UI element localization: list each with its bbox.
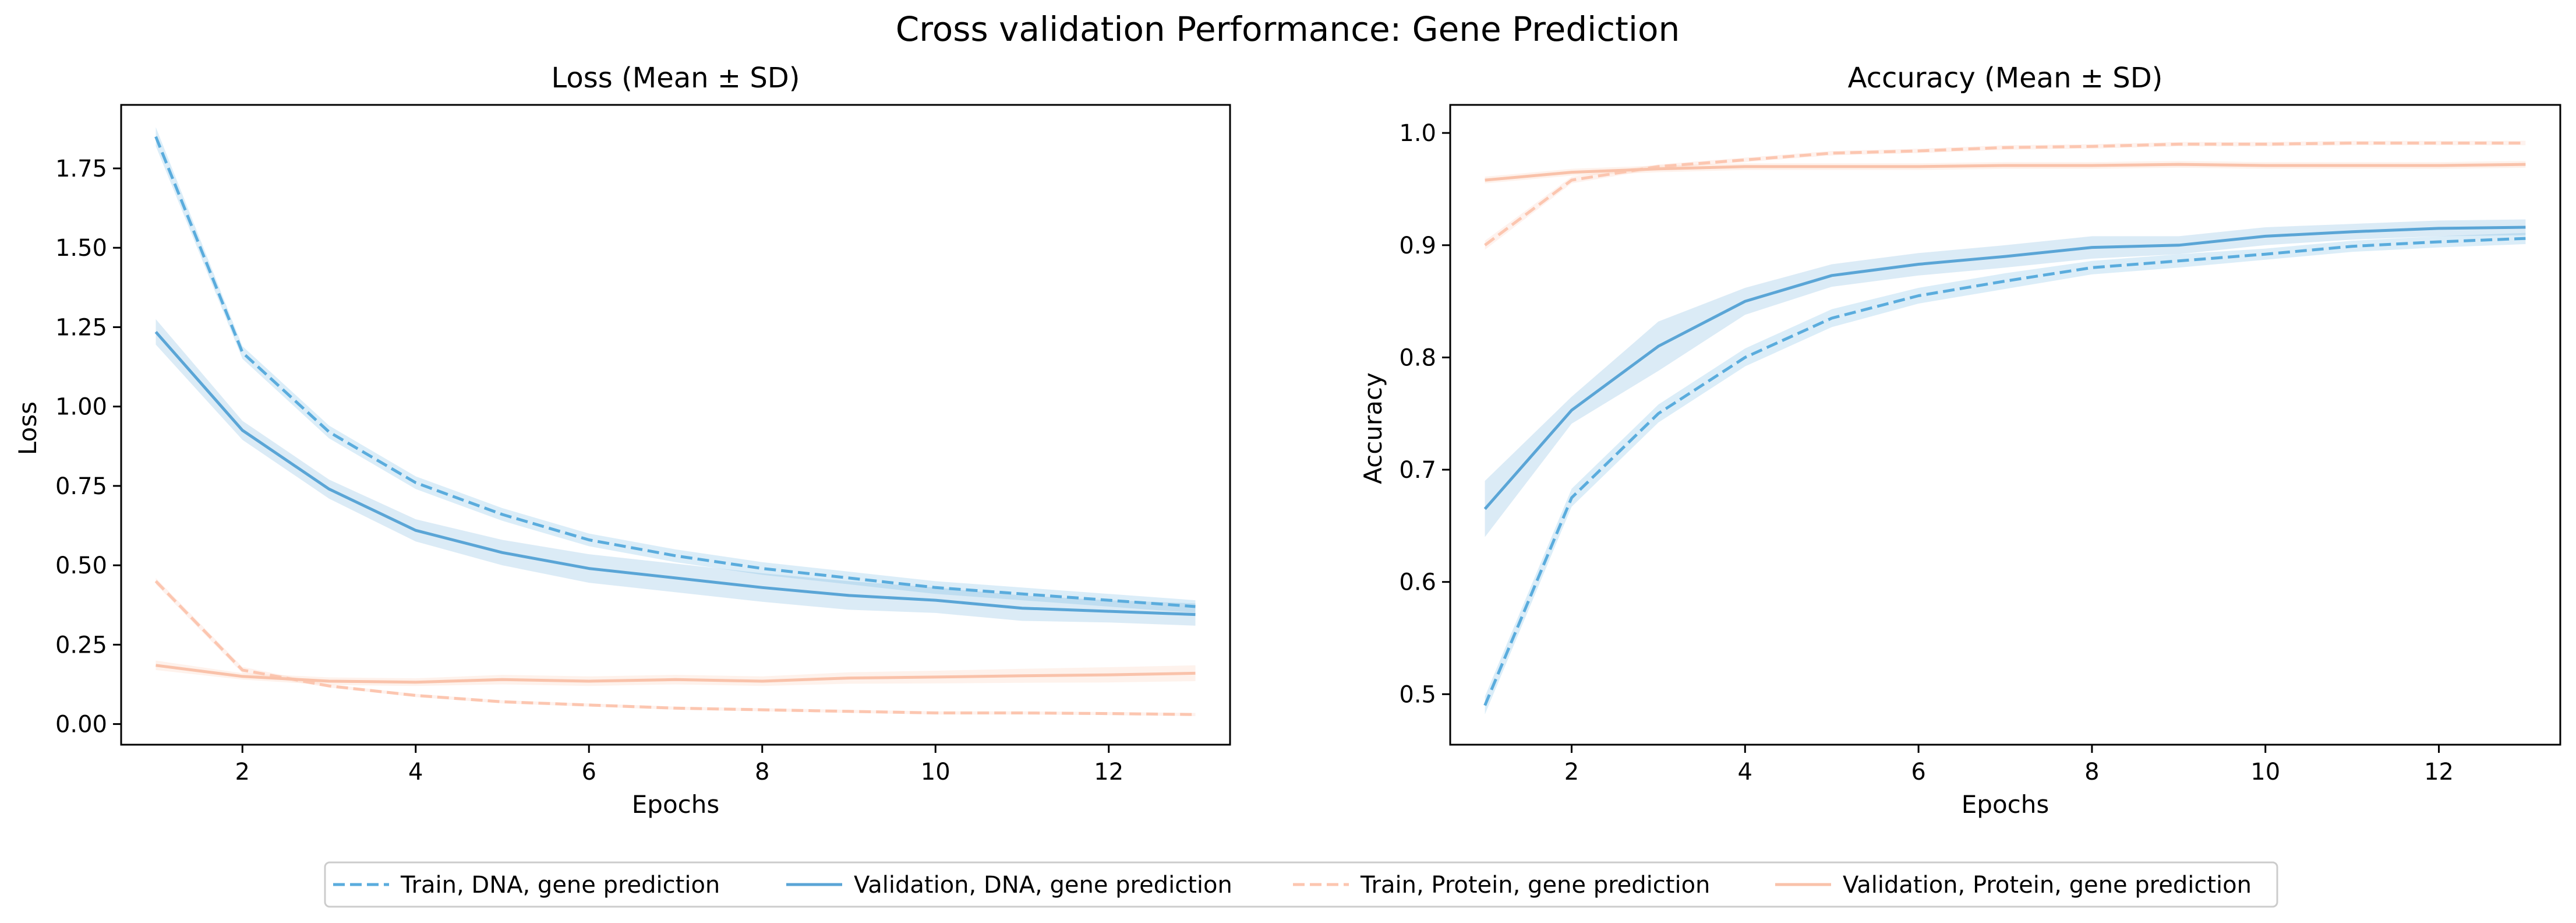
legend-item: Train, Protein, gene prediction	[1293, 872, 1710, 899]
legend-label: Validation, DNA, gene prediction	[854, 872, 1232, 899]
accuracy-series-line	[1483, 226, 2526, 510]
accuracy-panel: Accuracy (Mean ± SD) Epochs Accuracy 2 4 6…	[1359, 62, 2561, 819]
accuracy-series-line	[1485, 163, 2526, 182]
loss-series-line	[156, 664, 1196, 684]
loss-y-axis-label: Loss	[13, 401, 42, 455]
accuracy-panel-title: Accuracy (Mean ± SD)	[1848, 62, 2163, 94]
accuracy-y-tick-label: 0.6	[1399, 569, 1436, 596]
accuracy-sd-band	[1485, 219, 2526, 537]
accuracy-y-axis-label: Accuracy	[1359, 372, 1387, 484]
loss-x-axis-label: Epochs	[632, 790, 720, 819]
loss-series-line	[154, 330, 1196, 616]
accuracy-series-line	[1484, 142, 2526, 246]
accuracy-y-tick-label: 0.5	[1399, 681, 1436, 708]
accuracy-x-tick-label: 12	[2424, 759, 2454, 785]
legend-item: Validation, Protein, gene prediction	[1775, 872, 2252, 899]
loss-series-line	[154, 136, 1196, 608]
legend: Train, DNA, gene prediction Validation, …	[324, 861, 2278, 908]
loss-x-tick-label: 2	[235, 759, 250, 785]
loss-sd-band	[156, 319, 1196, 626]
loss-x-tick-label: 10	[921, 759, 950, 785]
loss-panel: Loss (Mean ± SD) Epochs Loss 2 4 6 8 10 12 0.0…	[13, 62, 1231, 819]
loss-sd-band	[156, 660, 1196, 686]
accuracy-y-tick-label: 0.7	[1399, 457, 1436, 484]
loss-x-tick-label: 4	[408, 759, 423, 785]
loss-y-tick-label: 0.00	[55, 711, 107, 738]
loss-y-tick-label: 0.75	[55, 473, 107, 500]
loss-series-line	[154, 580, 1196, 716]
accuracy-y-tick-label: 1.0	[1399, 120, 1436, 147]
loss-y-tick-label: 1.50	[55, 235, 107, 262]
loss-y-tick-label: 1.25	[55, 314, 107, 341]
accuracy-x-tick-label: 6	[1911, 759, 1925, 785]
loss-x-tick-label: 12	[1094, 759, 1123, 785]
legend-item: Validation, DNA, gene prediction	[786, 872, 1232, 899]
legend-label: Validation, Protein, gene prediction	[1843, 872, 2252, 899]
loss-panel-title: Loss (Mean ± SD)	[552, 62, 800, 94]
loss-x-tick-label: 8	[755, 759, 769, 785]
accuracy-x-tick-label: 10	[2250, 759, 2280, 785]
accuracy-sd-band	[1485, 232, 2526, 715]
loss-axes-frame	[120, 104, 1231, 746]
accuracy-x-tick-label: 2	[1564, 759, 1579, 785]
accuracy-y-tick-label: 0.8	[1399, 344, 1436, 371]
loss-y-tick-label: 1.75	[55, 156, 107, 182]
loss-y-tick-label: 0.50	[55, 552, 107, 579]
accuracy-series-line	[1483, 237, 2526, 706]
loss-x-tick-label: 6	[582, 759, 596, 785]
accuracy-x-tick-label: 4	[1738, 759, 1752, 785]
loss-y-tick-label: 1.00	[55, 394, 107, 421]
accuracy-x-axis-label: Epochs	[1962, 790, 2050, 819]
legend-item: Train, DNA, gene prediction	[333, 872, 720, 899]
loss-y-tick-label: 0.25	[55, 632, 107, 658]
legend-label: Train, DNA, gene prediction	[400, 872, 720, 899]
figure-title: Cross validation Performance: Gene Predi…	[896, 9, 1680, 49]
accuracy-y-tick-label: 0.9	[1399, 232, 1436, 259]
legend-label: Train, Protein, gene prediction	[1360, 872, 1710, 899]
accuracy-axes-frame	[1449, 104, 2561, 746]
loss-sd-band	[156, 127, 1196, 613]
accuracy-x-tick-label: 8	[2084, 759, 2099, 785]
